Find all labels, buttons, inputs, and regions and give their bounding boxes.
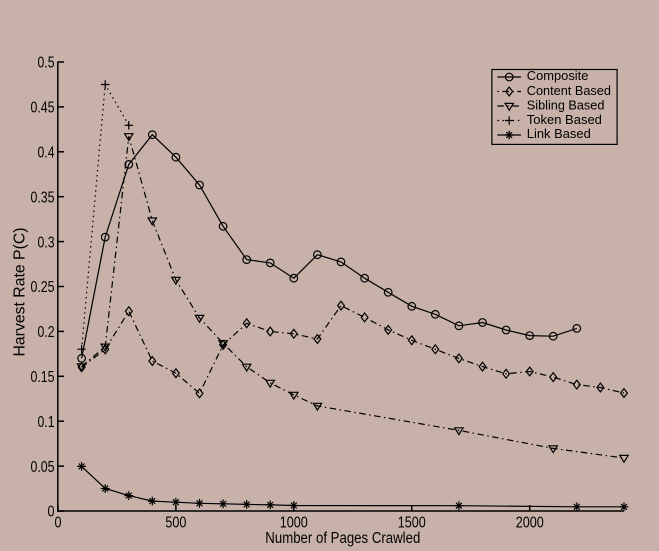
svg-text:0.5: 0.5 [38, 55, 55, 72]
svg-text:1000: 1000 [280, 515, 308, 532]
svg-text:0.05: 0.05 [31, 459, 55, 476]
svg-text:Content Based: Content Based [527, 84, 611, 98]
svg-text:Sibling Based: Sibling Based [527, 99, 605, 113]
svg-text:0.45: 0.45 [31, 100, 55, 117]
svg-text:0.1: 0.1 [38, 414, 55, 431]
svg-text:Harvest Rate P(C): Harvest Rate P(C) [12, 228, 29, 357]
svg-text:0: 0 [55, 515, 62, 532]
svg-text:Link Based: Link Based [527, 127, 591, 141]
svg-text:Token Based: Token Based [527, 113, 602, 127]
svg-text:0.25: 0.25 [31, 279, 55, 296]
svg-text:0.15: 0.15 [31, 369, 55, 386]
svg-text:Composite: Composite [527, 69, 589, 83]
svg-text:1500: 1500 [398, 515, 426, 532]
svg-text:2000: 2000 [516, 515, 544, 532]
svg-text:0.2: 0.2 [38, 324, 55, 341]
svg-text:0.4: 0.4 [38, 145, 55, 162]
svg-text:500: 500 [165, 515, 186, 532]
svg-text:Number of Pages Crawled: Number of Pages Crawled [265, 530, 420, 547]
svg-text:0.35: 0.35 [31, 189, 55, 206]
svg-text:0.3: 0.3 [38, 234, 55, 251]
svg-text:0: 0 [48, 504, 55, 521]
